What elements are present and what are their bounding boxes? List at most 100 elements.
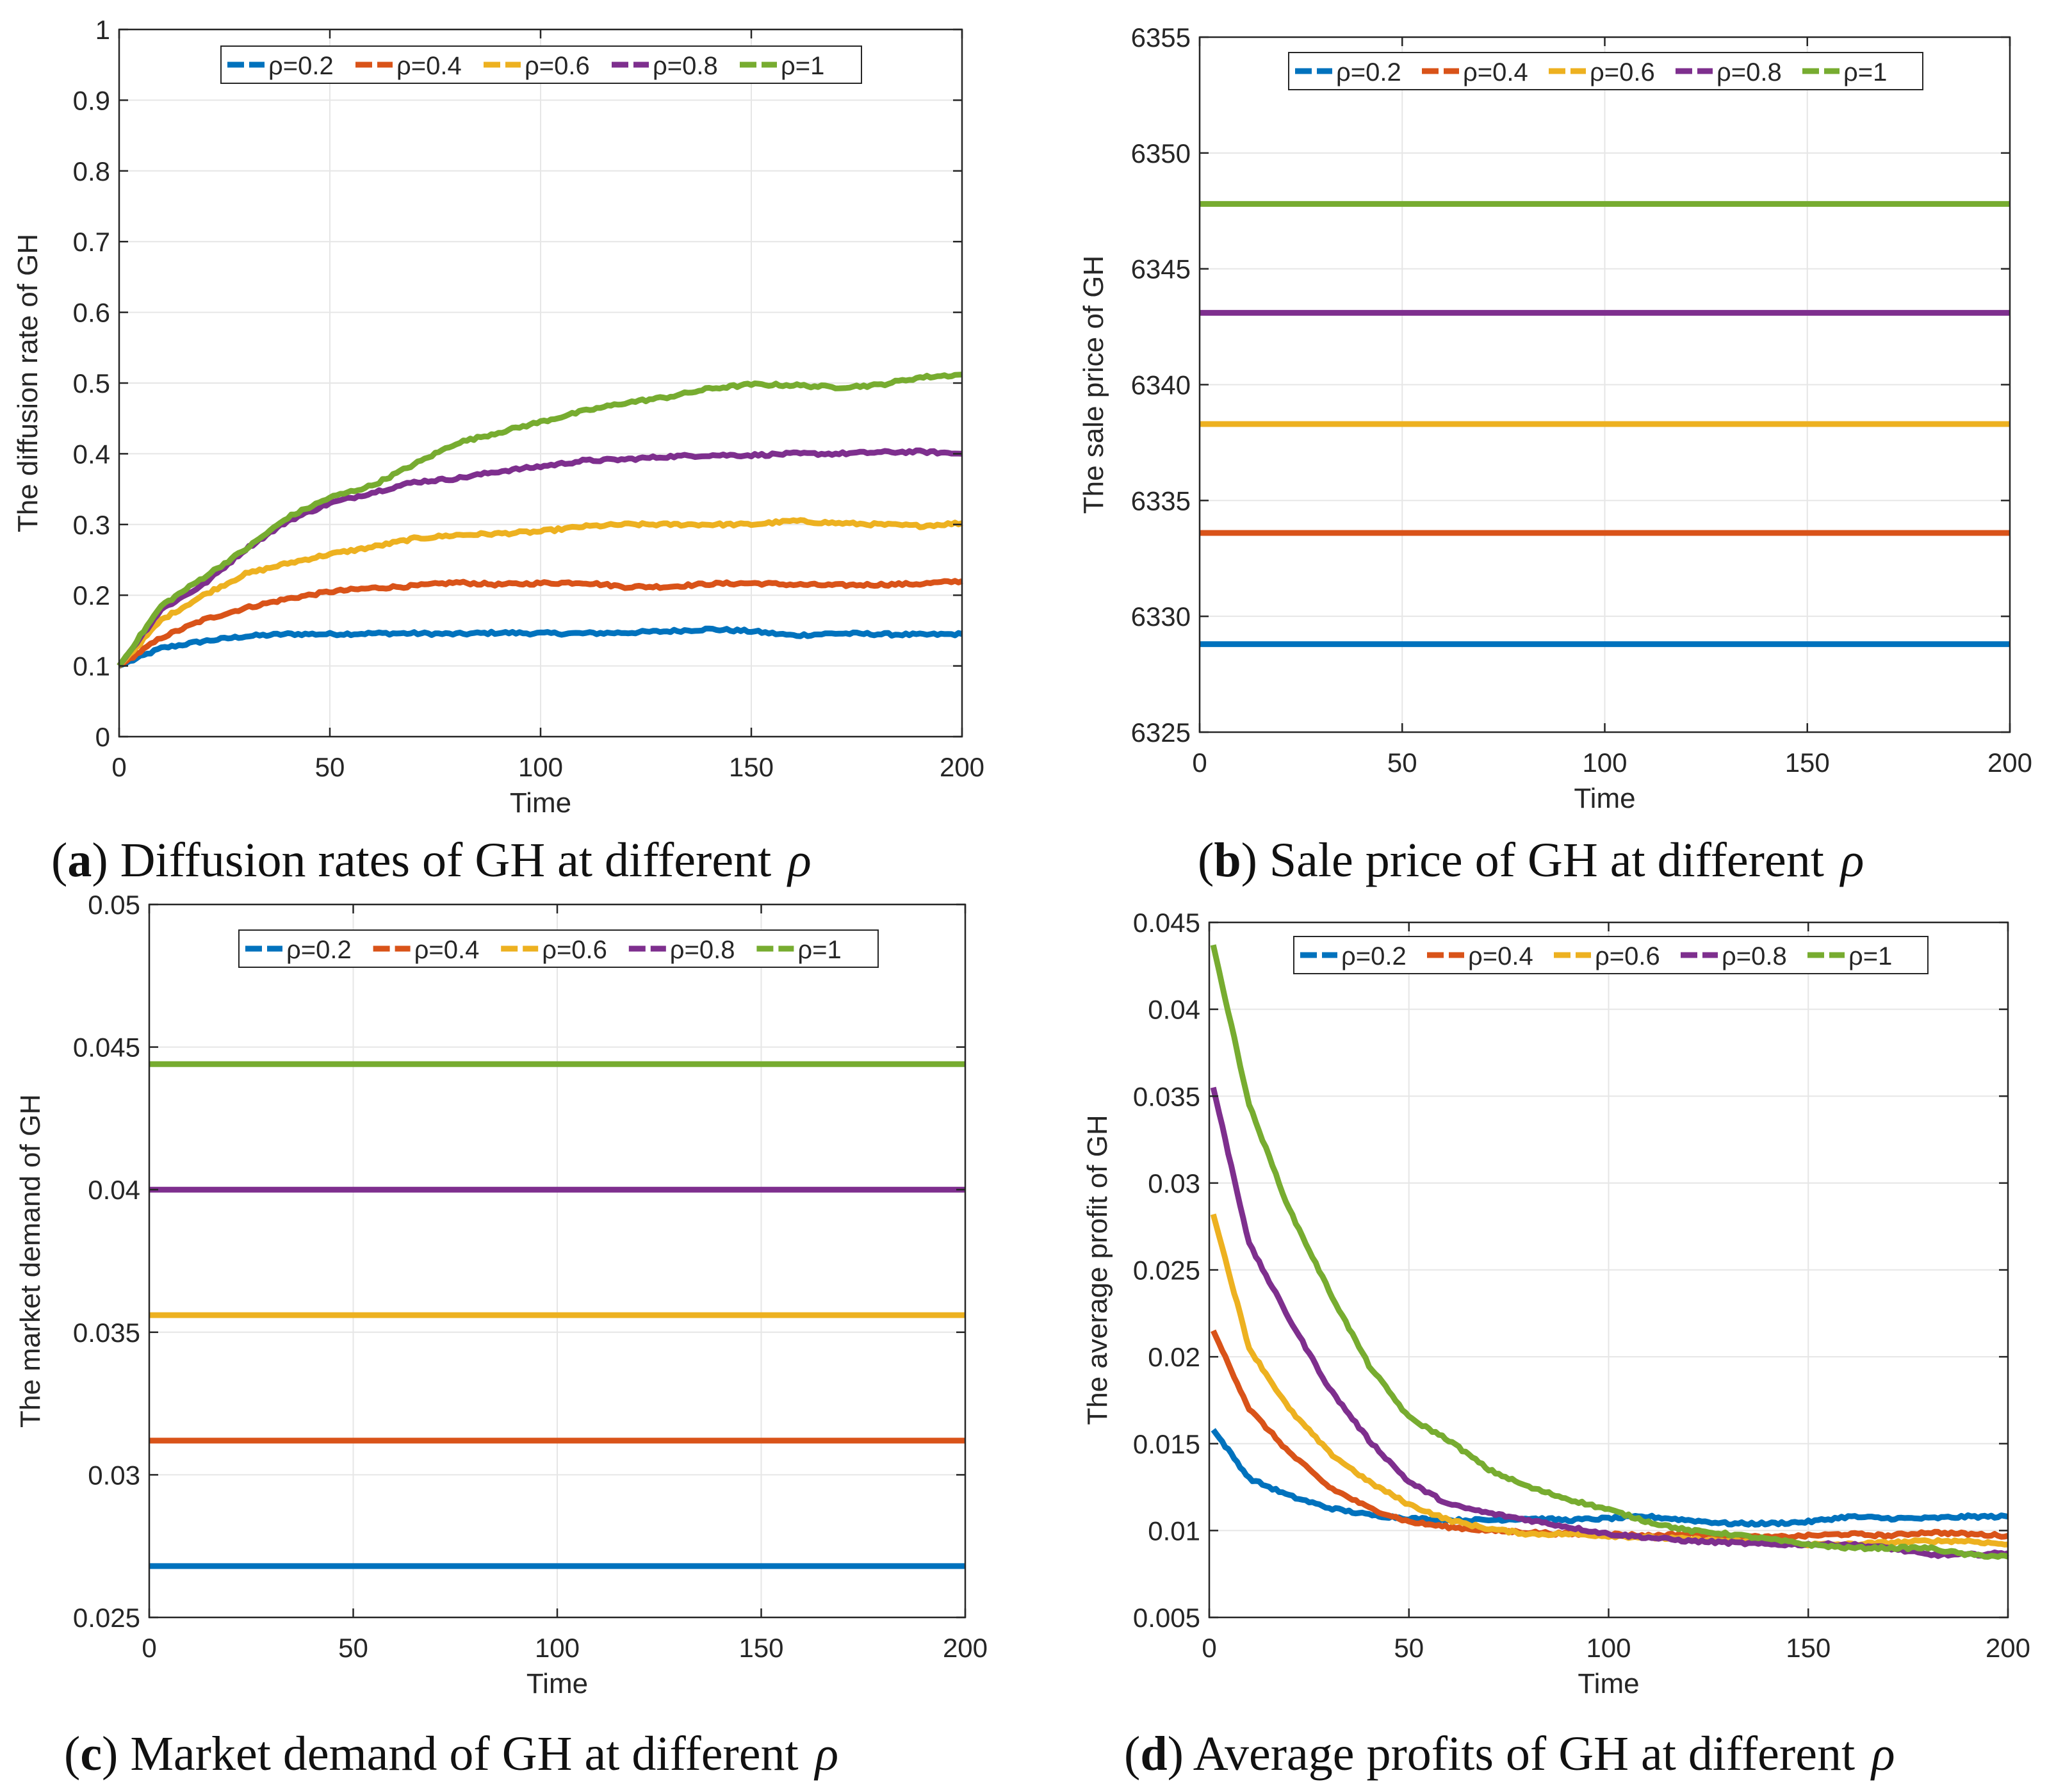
legend-label: ρ=0.6: [1590, 58, 1655, 86]
legend-label: ρ=0.6: [525, 52, 590, 80]
y-tick-label: 6350: [1131, 138, 1191, 168]
legend-b: ρ=0.2 ρ=0.4 ρ=0.6 ρ=0.8 ρ=1: [1288, 52, 1923, 90]
y-tick-label: 6330: [1131, 601, 1191, 632]
y-tick-label: 0.04: [88, 1175, 140, 1205]
x-tick-label: 0: [142, 1633, 156, 1663]
x-tick-label: 50: [338, 1633, 368, 1663]
legend-label: ρ=0.8: [670, 936, 735, 964]
legend-label: ρ=0.8: [653, 52, 718, 80]
x-tick-label: 150: [1786, 1633, 1831, 1663]
y-tick-label: 0.05: [88, 890, 140, 920]
legend-a: ρ=0.2 ρ=0.4 ρ=0.6 ρ=0.8 ρ=1: [220, 45, 862, 84]
y-tick-label: 0.015: [1133, 1429, 1200, 1459]
x-tick-label: 200: [1987, 748, 2032, 778]
x-axis-label: Time: [1574, 783, 1635, 814]
y-tick-label: 0.02: [1148, 1342, 1200, 1372]
x-axis-label: Time: [510, 787, 571, 819]
y-tick-label: 0.5: [73, 368, 110, 398]
legend-label: ρ=0.2: [286, 936, 352, 964]
caption-b: (b) Sale price of GH at different ρ: [1198, 833, 1864, 887]
y-axis-label: The diffusion rate of GH: [12, 234, 44, 532]
series-line-d-0: [1211, 1428, 2009, 1528]
x-tick-label: 150: [729, 752, 774, 782]
y-tick-label: 6325: [1131, 717, 1191, 748]
y-tick-label: 0.9: [73, 85, 110, 115]
y-tick-label: 0.6: [73, 298, 110, 328]
legend-label: ρ=0.2: [1336, 58, 1401, 86]
legend-label: ρ=1: [1848, 942, 1892, 970]
x-tick-label: 50: [1387, 748, 1417, 778]
caption-d-symbol: ρ: [1872, 1727, 1895, 1781]
y-tick-label: 0.1: [73, 651, 110, 682]
legend-label: ρ=0.4: [1468, 942, 1533, 970]
y-axis-label: The sale price of GH: [1078, 256, 1109, 514]
legend-label: ρ=0.2: [268, 52, 334, 80]
caption-d-text: Average profits of GH at different: [1193, 1727, 1856, 1781]
x-axis-label: Time: [1578, 1668, 1639, 1699]
x-tick-label: 200: [943, 1633, 988, 1663]
y-tick-label: 6335: [1131, 486, 1191, 516]
y-tick-label: 6345: [1131, 254, 1191, 284]
x-tick-label: 150: [1785, 748, 1830, 778]
series-line-d-4: [1210, 944, 2009, 1560]
caption-a-text: Diffusion rates of GH at different: [120, 833, 772, 887]
caption-d-letter: d: [1140, 1727, 1168, 1781]
x-tick-label: 150: [738, 1633, 783, 1663]
x-axis-label: Time: [526, 1668, 588, 1699]
y-tick-label: 0.04: [1148, 995, 1200, 1025]
legend-label: ρ=0.8: [1717, 58, 1782, 86]
caption-a: (a) Diffusion rates of GH at different ρ: [51, 833, 812, 887]
y-tick-label: 0.3: [73, 510, 110, 540]
x-tick-label: 50: [315, 752, 345, 782]
caption-d: (d) Average profits of GH at different ρ: [1124, 1727, 1895, 1781]
legend-label: ρ=1: [1843, 58, 1887, 86]
legend-label: ρ=0.8: [1722, 942, 1787, 970]
caption-b-text: Sale price of GH at different: [1269, 833, 1824, 887]
x-tick-label: 0: [111, 752, 126, 782]
y-tick-label: 6355: [1131, 22, 1191, 53]
y-tick-label: 0.025: [1133, 1255, 1200, 1286]
y-tick-label: 0: [95, 722, 110, 752]
legend-label: ρ=0.4: [396, 52, 462, 80]
y-tick-label: 0.7: [73, 227, 110, 257]
y-tick-label: 0.2: [73, 580, 110, 610]
series-line-a-0: [118, 625, 963, 669]
caption-b-letter: b: [1214, 833, 1241, 887]
chart-c: 0 50 100 150 200 0.025 0.03 0.035 0.04 0.045 0.05 T…: [15, 890, 988, 1699]
caption-a-letter: a: [67, 833, 92, 887]
y-tick-label: 0.8: [73, 156, 110, 186]
y-tick-label: 0.035: [73, 1318, 140, 1348]
x-tick-label: 100: [518, 752, 563, 782]
legend-c: ρ=0.2 ρ=0.4 ρ=0.6 ρ=0.8 ρ=1: [238, 929, 879, 968]
x-tick-label: 100: [1586, 1633, 1631, 1663]
legend-label: ρ=0.6: [1595, 942, 1660, 970]
y-tick-label: 1: [95, 15, 110, 45]
y-axis-label: The average profit of GH: [1082, 1115, 1113, 1425]
caption-c: (c) Market demand of GH at different ρ: [64, 1727, 839, 1781]
y-tick-label: 0.03: [88, 1460, 140, 1490]
y-tick-label: 0.035: [1133, 1081, 1200, 1111]
x-tick-label: 0: [1202, 1633, 1216, 1663]
y-tick-label: 0.4: [73, 439, 110, 469]
x-tick-label: 100: [1582, 748, 1627, 778]
y-tick-label: 0.01: [1148, 1516, 1200, 1546]
legend-label: ρ=0.2: [1341, 942, 1407, 970]
caption-c-letter: c: [80, 1727, 102, 1781]
series-line-a-1: [117, 578, 963, 669]
x-tick-label: 0: [1192, 748, 1207, 778]
series-line-a-4: [117, 372, 963, 668]
x-tick-label: 200: [1986, 1633, 2030, 1663]
legend-label: ρ=0.4: [414, 936, 480, 964]
caption-c-symbol: ρ: [815, 1727, 839, 1781]
legend-label: ρ=0.4: [1463, 58, 1528, 86]
legend-label: ρ=1: [797, 936, 841, 964]
chart-a: 0 50 100 150 200 0 0.1 0.2 0.3 0.4 0.5 0.6 0.7 0.8 0.9…: [12, 15, 984, 819]
x-tick-label: 200: [940, 752, 984, 782]
caption-a-symbol: ρ: [788, 833, 812, 887]
legend-label: ρ=0.6: [542, 936, 607, 964]
series-line-a-2: [117, 517, 963, 668]
y-axis-label: The market demand of GH: [15, 1094, 46, 1428]
y-tick-label: 0.005: [1133, 1603, 1200, 1633]
legend-d: ρ=0.2 ρ=0.4 ρ=0.6 ρ=0.8 ρ=1: [1293, 936, 1929, 974]
